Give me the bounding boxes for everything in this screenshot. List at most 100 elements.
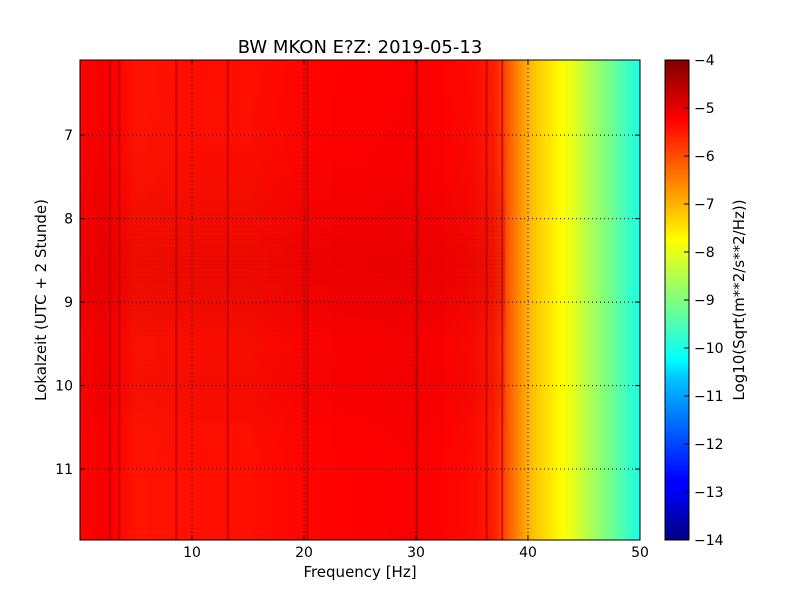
frequency-column [528,60,532,540]
x-axis-label: Frequency [Hz] [303,563,416,581]
frequency-column [94,60,98,540]
spectral-line [175,60,178,540]
time-row [80,448,506,452]
frequency-column [452,60,456,540]
frequency-column [99,60,103,540]
time-row [80,360,506,365]
frequency-column [309,60,313,540]
frequency-column [348,60,353,540]
frequency-column [85,60,89,540]
frequency-column [351,60,355,540]
time-row [80,106,506,110]
frequency-column [122,60,126,540]
time-row [80,164,506,169]
frequency-column [455,60,459,540]
frequency-column [147,60,151,540]
time-row [80,197,506,203]
frequency-column [382,60,386,540]
time-row [80,264,506,269]
heatmap-area [80,60,641,540]
time-row [80,381,506,386]
frequency-column [113,60,117,540]
colorbar-tick-label: −13 [694,485,724,501]
frequency-column [306,60,311,540]
frequency-column [399,60,403,540]
frequency-column [480,60,484,540]
time-row [80,210,506,215]
spectral-line [118,60,121,540]
frequency-column [600,60,605,540]
x-tick-label: 30 [407,545,425,561]
frequency-column [620,60,624,540]
time-row [80,68,506,72]
time-row [80,331,506,336]
time-row [80,398,506,403]
time-row [80,352,506,357]
time-row [80,85,506,89]
time-row [80,239,506,244]
frequency-column [340,60,344,540]
frequency-column [435,60,439,540]
frequency-column [505,60,509,540]
frequency-column [276,60,280,540]
frequency-column [508,60,512,540]
frequency-column [318,60,322,540]
frequency-column [472,60,476,540]
time-row [80,64,506,68]
time-row [80,181,506,186]
frequency-column [298,60,302,540]
time-row [80,93,506,97]
frequency-column [536,60,540,540]
frequency-column [206,60,210,540]
time-row [80,431,506,436]
time-row [80,81,506,85]
colorbar-ticks: −4 −5 −6 −7 −8 −9 −10 −11 −12 −13 −14 [684,53,724,549]
frequency-column [477,60,481,540]
frequency-column [533,60,537,540]
time-row [80,60,506,64]
time-row [80,339,506,345]
frequency-column [628,60,633,540]
frequency-column [365,60,369,540]
frequency-column [189,60,193,540]
frequency-column [388,60,392,540]
frequency-column [267,60,271,540]
frequency-column [192,60,196,540]
frequency-column [362,60,367,540]
frequency-column [402,60,406,540]
frequency-column [264,60,269,540]
time-row [80,73,506,77]
frequency-column [273,60,277,540]
frequency-column [323,60,327,540]
frequency-column [396,60,400,540]
frequency-column [320,60,325,540]
frequency-column [88,60,92,540]
frequency-column [393,60,397,540]
frequency-column [418,60,423,540]
frequency-column [256,60,260,540]
frequency-column [427,60,431,540]
frequency-column [385,60,389,540]
colorbar-tick-label: −4 [694,53,715,69]
frequency-column [116,60,120,540]
frequency-column [242,60,246,540]
time-row [80,114,506,119]
time-row [80,389,506,395]
frequency-column [374,60,378,540]
spectral-line [416,60,419,540]
time-row [80,285,506,290]
frequency-column [127,60,131,540]
time-row [80,302,506,307]
time-row [80,293,506,299]
frequency-column [346,60,350,540]
frequency-column [413,60,417,540]
time-row [80,160,506,165]
frequency-column [130,60,134,540]
spectral-line [485,60,488,540]
frequency-column [592,60,596,540]
frequency-columns [80,60,641,540]
time-row [80,260,506,265]
time-row [80,118,506,123]
frequency-column [82,60,87,540]
frequency-column [295,60,299,540]
